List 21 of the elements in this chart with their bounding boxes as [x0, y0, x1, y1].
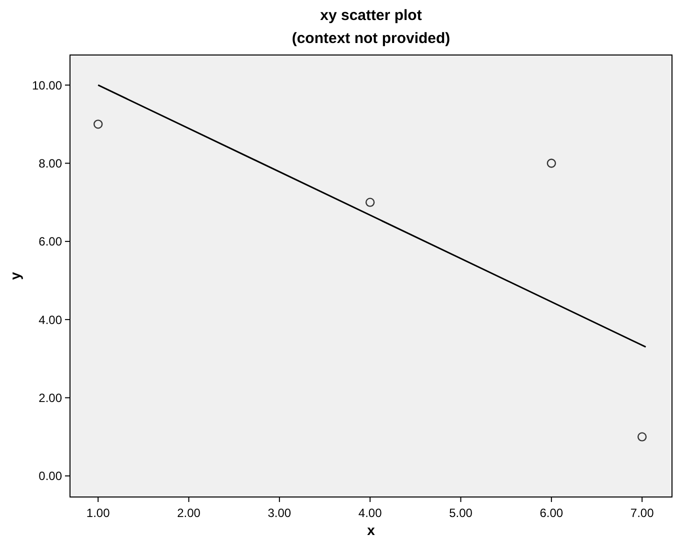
y-tick-label: 2.00	[38, 390, 62, 405]
x-tick-label: 1.00	[86, 506, 110, 520]
x-tick-label: 6.00	[540, 506, 564, 520]
y-tick-label: 4.00	[38, 312, 62, 327]
x-tick-label: 5.00	[449, 506, 473, 520]
x-tick-label: 4.00	[358, 506, 382, 520]
y-axis-title: y	[7, 272, 23, 280]
chart-title: xy scatter plot	[320, 7, 422, 24]
point	[637, 432, 647, 442]
chart-subtitle: (context not provided)	[292, 30, 450, 47]
x-tick-label: 3.00	[268, 506, 292, 520]
y-tick-label: 8.00	[38, 156, 62, 170]
x-tick-label: 2.00	[177, 506, 201, 520]
x-tick-label: 7.00	[630, 506, 654, 520]
point	[546, 158, 556, 168]
point	[94, 120, 103, 129]
point	[365, 198, 375, 207]
y-tick-label: 10.00	[32, 78, 62, 92]
x-axis-title: x	[367, 522, 376, 538]
y-tick-label: 0.00	[38, 469, 62, 484]
y-tick-label: 6.00	[38, 234, 62, 249]
